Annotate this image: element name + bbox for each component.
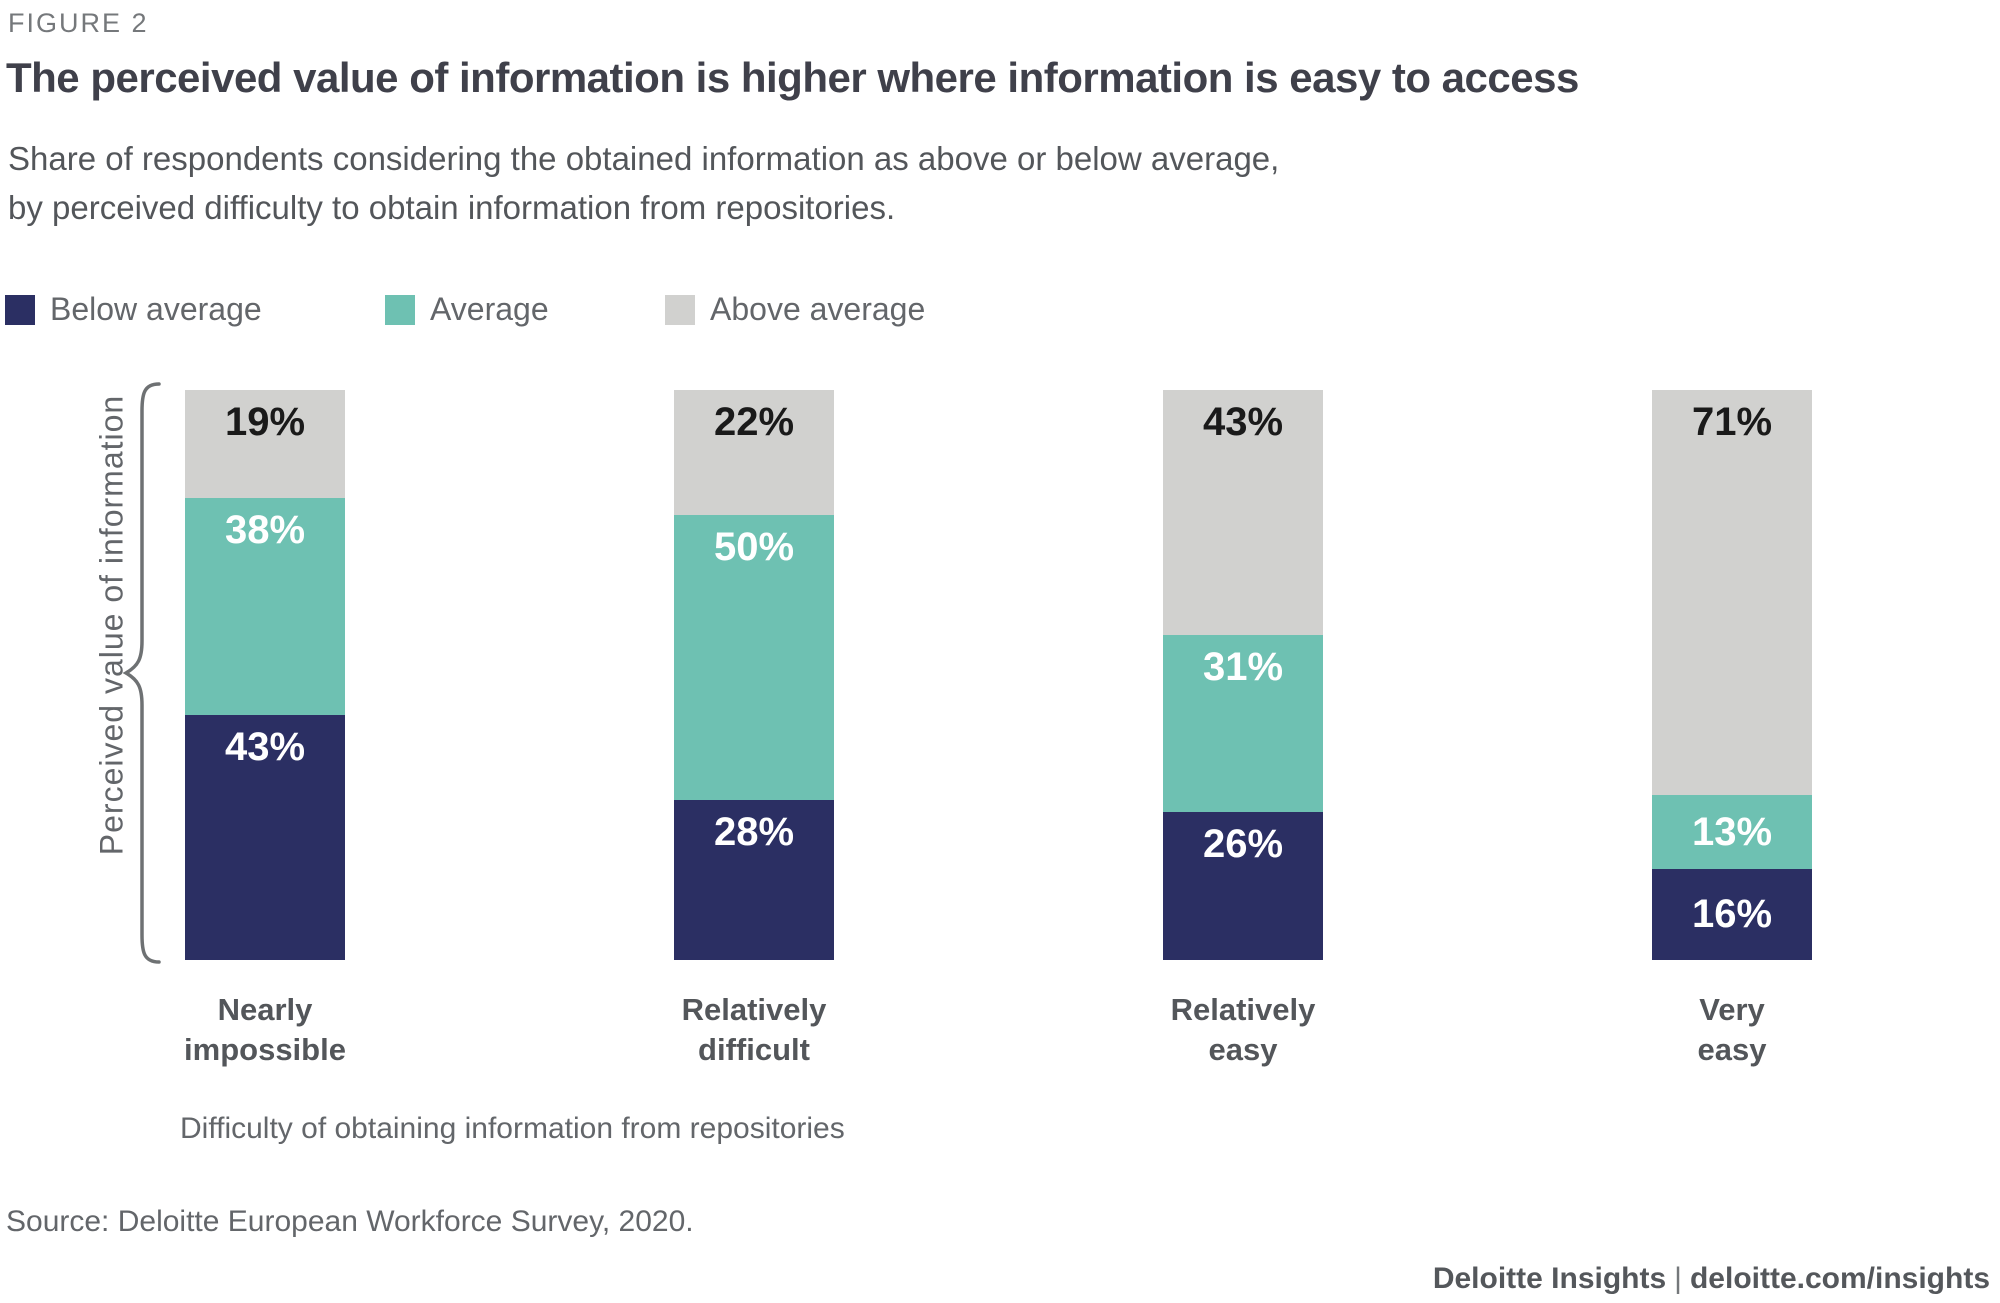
segment-value-label: 13%	[1691, 809, 1773, 854]
bar-segment-below-average: 28%	[674, 800, 834, 960]
segment-value-label: 43%	[224, 724, 306, 769]
segment-value-label: 22%	[713, 400, 795, 444]
bar-segment-below-average: 16%	[1652, 868, 1812, 960]
segment-value-label: 50%	[713, 525, 795, 570]
chart-subtitle: Share of respondents considering the obt…	[8, 134, 1279, 232]
bar-segment-average: 13%	[1652, 794, 1812, 869]
segment-value-label: 38%	[224, 508, 306, 553]
legend-item-above-average: Above average	[665, 291, 925, 328]
footer-brand: Deloitte Insights	[1432, 1262, 1667, 1295]
legend-item-average: Average	[385, 291, 549, 328]
bar-segment-below-average: 43%	[185, 714, 345, 960]
y-axis-bracket	[122, 382, 161, 964]
category-label-nearly-impossible: Nearly impossible	[184, 992, 346, 1067]
category-label-relatively-difficult: Relatively difficult	[681, 992, 827, 1067]
chart-title: The perceived value of information is hi…	[6, 54, 1579, 101]
legend-label: Average	[430, 291, 549, 327]
segment-value-label: 16%	[1691, 892, 1773, 937]
footer-separator: |	[1674, 1262, 1682, 1295]
bar-column-relatively-easy: 43% 31% 26%	[1163, 390, 1323, 960]
legend-swatch-average-icon	[385, 294, 415, 325]
segment-value-label: 28%	[713, 810, 795, 855]
bar-segment-above-average: 22%	[674, 390, 834, 516]
source-note: Source: Deloitte European Workforce Surv…	[6, 1205, 694, 1238]
segment-value-label: 71%	[1691, 400, 1773, 444]
bar-segment-above-average: 71%	[1652, 390, 1812, 795]
legend-item-below-average: Below average	[5, 291, 262, 328]
bar-column-very-easy: 71% 13% 16%	[1652, 390, 1812, 960]
legend-swatch-above-average-icon	[665, 294, 695, 325]
x-axis-title: Difficulty of obtaining information from…	[180, 1112, 845, 1145]
bar-segment-above-average: 43%	[1163, 390, 1323, 636]
bar-column-nearly-impossible: 19% 38% 43%	[185, 390, 345, 960]
chart-subtitle-line-1: Share of respondents considering the obt…	[8, 140, 1280, 177]
footer: Deloitte Insights | deloitte.com/insights	[1433, 1262, 1990, 1296]
bar-segment-average: 50%	[674, 515, 834, 801]
bar-column-relatively-difficult: 22% 50% 28%	[674, 390, 834, 960]
bar-segment-above-average: 19%	[185, 390, 345, 499]
bar-segment-average: 38%	[185, 498, 345, 715]
segment-value-label: 43%	[1202, 400, 1284, 444]
footer-url: deloitte.com/insights	[1689, 1262, 1990, 1295]
bar-segment-average: 31%	[1163, 635, 1323, 812]
legend-label: Above average	[710, 291, 926, 327]
figure-label: FIGURE 2	[8, 8, 149, 38]
stacked-bar-chart: 19% 38% 43% Nearly impossible 22% 50% 28% Relat…	[0, 390, 2000, 1080]
chart-subtitle-line-2: by perceived difficulty to obtain inform…	[8, 189, 896, 226]
legend-label: Below average	[50, 291, 262, 327]
legend-swatch-below-average-icon	[5, 294, 35, 325]
segment-value-label: 31%	[1202, 645, 1284, 690]
segment-value-label: 19%	[224, 400, 306, 444]
category-label-very-easy: Very easy	[1697, 992, 1767, 1067]
bar-segment-below-average: 26%	[1163, 811, 1323, 960]
category-label-relatively-easy: Relatively easy	[1170, 992, 1316, 1067]
segment-value-label: 26%	[1202, 821, 1284, 866]
